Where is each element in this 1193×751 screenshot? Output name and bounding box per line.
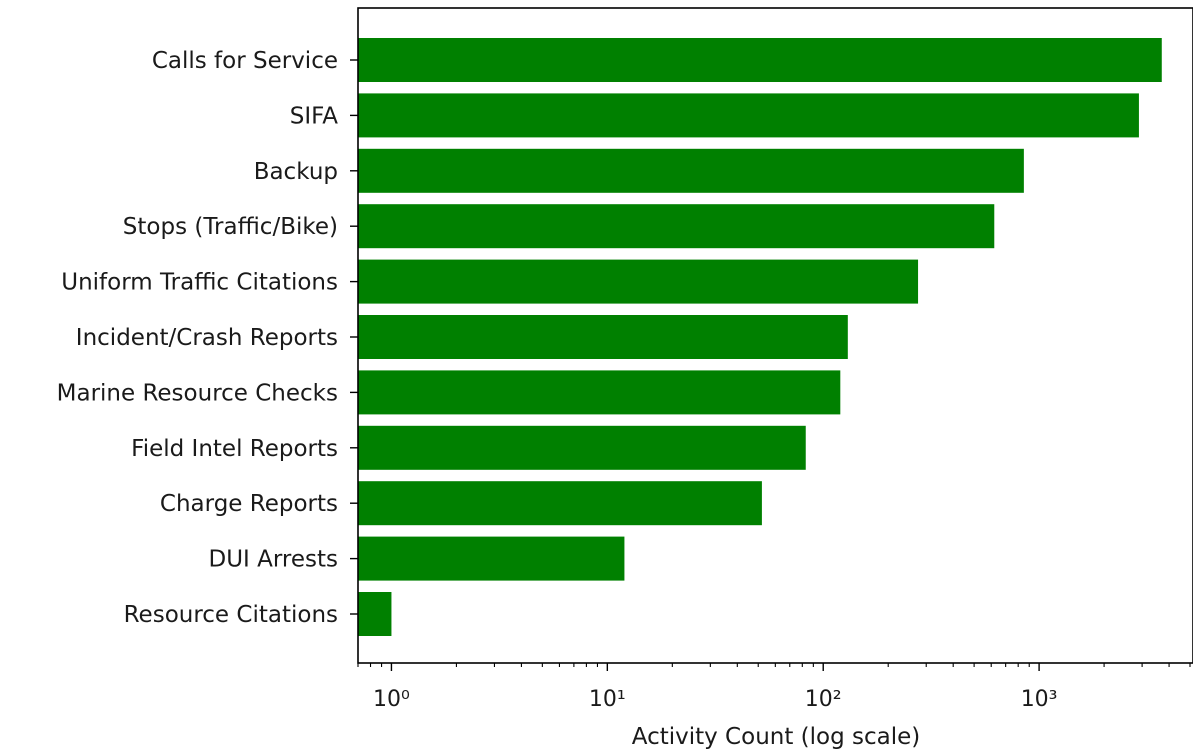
x-axis-title: Activity Count (log scale) bbox=[632, 724, 921, 750]
plot-frame bbox=[357, 7, 1193, 664]
category-label-dui-arrests: DUI Arrests bbox=[208, 547, 338, 573]
bar-field-intel-reports bbox=[358, 425, 806, 470]
x-ticks-group: 10⁰ 10¹ 10² 10³ bbox=[357, 663, 1191, 712]
category-label-resource-citations: Resource Citations bbox=[124, 602, 338, 628]
bar-marine-resource-checks bbox=[358, 370, 841, 415]
bar-calls-for-service bbox=[358, 38, 1162, 82]
bar-charge-reports bbox=[358, 481, 762, 526]
x-tick-label: 10² bbox=[805, 687, 842, 712]
category-labels-group: Calls for Service SIFA Backup Stops (Traffi… bbox=[57, 48, 358, 628]
bar-resource-citations bbox=[358, 592, 392, 636]
category-label-sifa: SIFA bbox=[290, 103, 339, 129]
category-label-uniform-traffic-citations: Uniform Traffic Citations bbox=[61, 270, 338, 296]
category-label-backup: Backup bbox=[254, 159, 338, 185]
bar-incident-crash-reports bbox=[358, 315, 848, 359]
category-label-marine-resource-checks: Marine Resource Checks bbox=[57, 380, 338, 406]
bar-dui-arrests bbox=[358, 536, 625, 581]
category-label-incident-crash-reports: Incident/Crash Reports bbox=[76, 325, 338, 351]
x-tick-label: 10³ bbox=[1021, 687, 1058, 712]
bars-group bbox=[358, 38, 1162, 636]
bar-uniform-traffic-citations bbox=[358, 259, 919, 304]
bar-stops-traffic-bike bbox=[358, 204, 995, 249]
bar-backup bbox=[358, 148, 1024, 193]
x-tick-label: 10⁰ bbox=[373, 687, 410, 712]
x-tick-label: 10¹ bbox=[589, 687, 626, 712]
category-label-charge-reports: Charge Reports bbox=[160, 491, 338, 517]
category-label-stops-traffic-bike: Stops (Traffic/Bike) bbox=[123, 214, 338, 240]
category-label-field-intel-reports: Field Intel Reports bbox=[131, 436, 338, 462]
bar-sifa bbox=[358, 93, 1139, 138]
category-label-calls-for-service: Calls for Service bbox=[152, 48, 338, 74]
